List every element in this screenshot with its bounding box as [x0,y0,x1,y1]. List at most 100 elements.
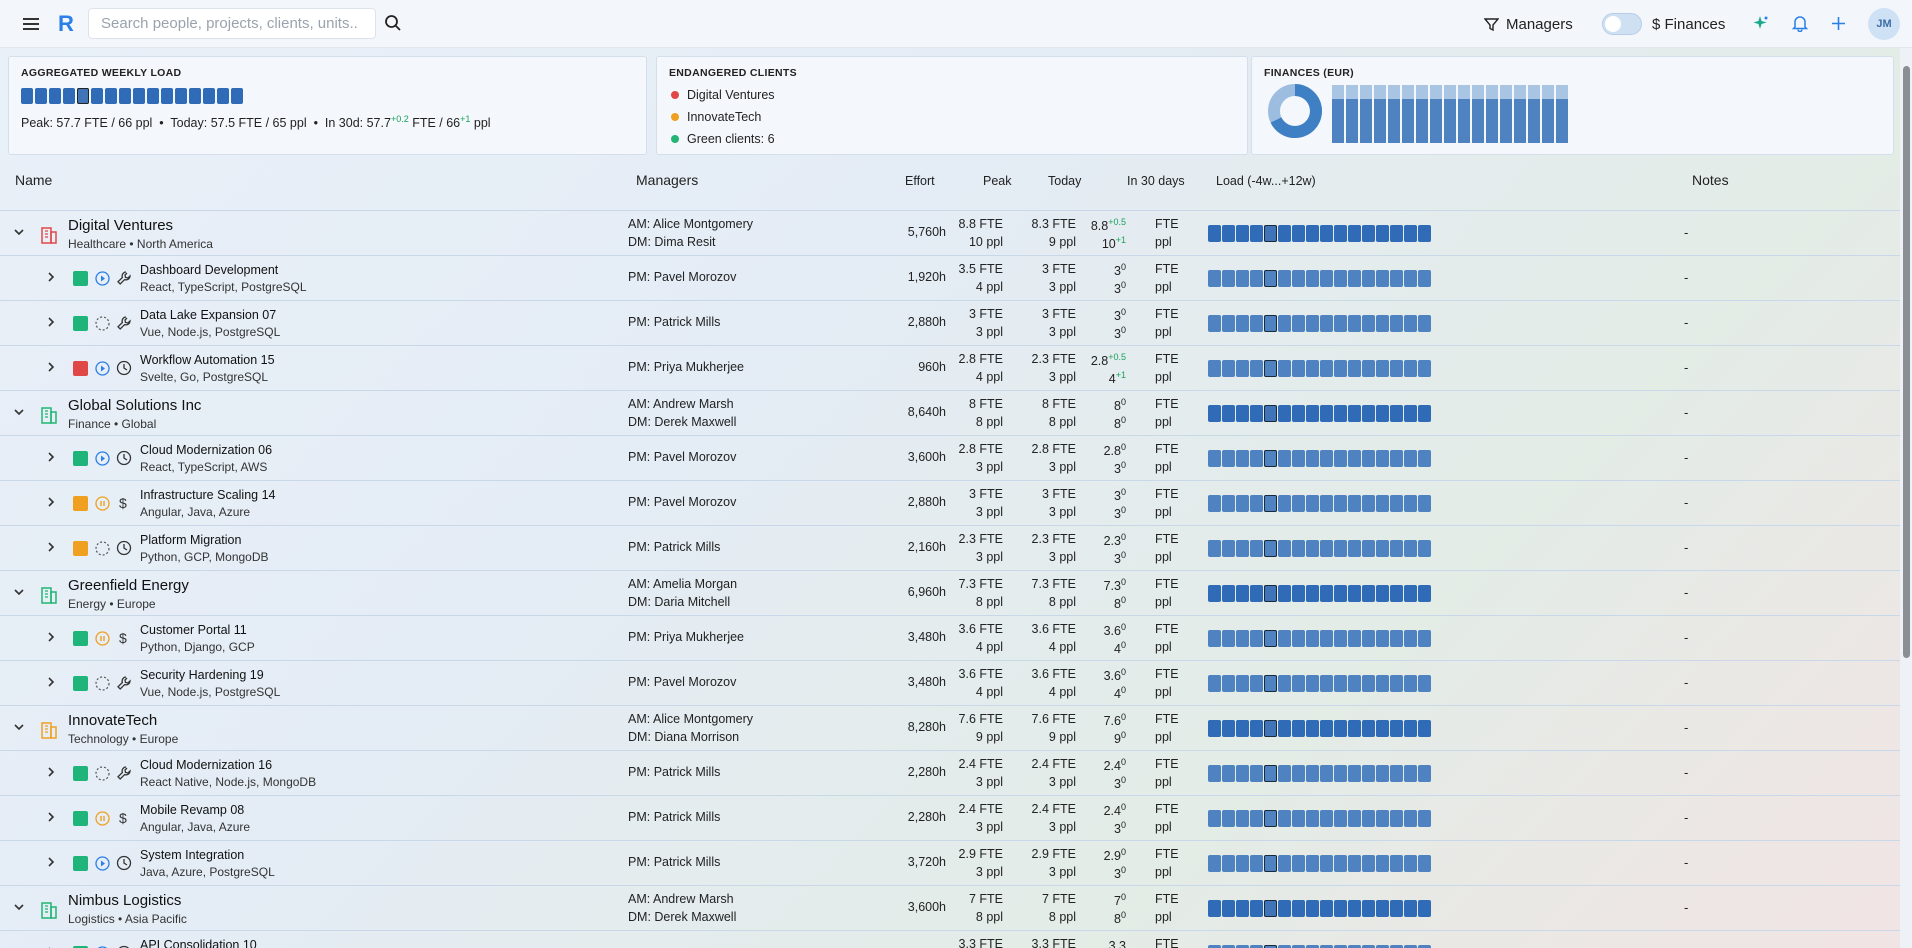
load-week-square[interactable] [1250,810,1263,827]
load-week-square[interactable] [1376,450,1389,467]
load-week-square[interactable] [1306,675,1319,692]
load-week-square[interactable] [1250,675,1263,692]
load-week-square[interactable] [1362,675,1375,692]
notes-cell[interactable]: - [1684,675,1689,690]
load-week-square[interactable] [1264,225,1277,242]
notes-cell[interactable]: - [1684,765,1689,780]
load-week-square[interactable] [1264,540,1277,557]
load-week-square[interactable] [1236,720,1249,737]
load-week-square[interactable] [1222,945,1235,948]
project-row[interactable]: Security Hardening 19 Vue, Node.js, Postg… [0,661,1900,706]
load-week-square[interactable] [1334,720,1347,737]
load-week-square[interactable] [1418,315,1431,332]
load-week-square[interactable] [1348,315,1361,332]
load-week-square[interactable] [1250,945,1263,948]
load-week-square[interactable] [1362,225,1375,242]
load-week-square[interactable] [1334,675,1347,692]
client-row[interactable]: Global Solutions Inc Finance • Global AM: … [0,391,1900,436]
load-week-square[interactable] [1404,405,1417,422]
load-week-square[interactable] [1292,585,1305,602]
load-week-square[interactable] [1362,855,1375,872]
load-week-square[interactable] [1418,630,1431,647]
load-week-square[interactable] [1320,810,1333,827]
app-logo[interactable]: R [58,11,74,36]
load-week-square[interactable] [1306,315,1319,332]
load-week-square[interactable] [1390,675,1403,692]
client-name[interactable]: Nimbus Logistics [68,892,182,909]
load-week-square[interactable] [1418,855,1431,872]
load-week-square[interactable] [1208,675,1221,692]
load-week-square[interactable] [1320,450,1333,467]
load-week-square[interactable] [1320,315,1333,332]
load-week-square[interactable] [1320,360,1333,377]
load-week-square[interactable] [1264,315,1277,332]
load-week-square[interactable] [1390,270,1403,287]
finances-toggle[interactable] [1602,13,1642,35]
load-week-square[interactable] [1250,405,1263,422]
load-week-square[interactable] [1292,810,1305,827]
load-week-square[interactable] [1278,675,1291,692]
load-week-square[interactable] [1362,450,1375,467]
load-week-square[interactable] [1418,945,1431,948]
load-week-square[interactable] [1222,315,1235,332]
load-week-square[interactable] [1376,945,1389,948]
load-week-square[interactable] [1208,450,1221,467]
load-week-square[interactable] [1362,405,1375,422]
load-week-square[interactable] [1292,540,1305,557]
load-week-square[interactable] [1222,270,1235,287]
load-week-square[interactable] [1292,360,1305,377]
load-week-square[interactable] [1250,450,1263,467]
load-week-square[interactable] [1264,720,1277,737]
endangered-client-item[interactable]: InnovateTech [671,110,761,124]
load-week-square[interactable] [1236,900,1249,917]
load-week-square[interactable] [1390,225,1403,242]
load-week-square[interactable] [1306,405,1319,422]
load-week-square[interactable] [1292,630,1305,647]
load-week-square[interactable] [1348,540,1361,557]
expand-chevron-icon[interactable] [44,270,58,284]
col-peak[interactable]: Peak [983,174,1012,188]
col-in30[interactable]: In 30 days [1127,174,1185,188]
project-name[interactable]: Dashboard Development [140,263,279,277]
load-week-square[interactable] [1278,765,1291,782]
load-week-square[interactable] [1208,405,1221,422]
load-week-square[interactable] [1390,540,1403,557]
load-week-square[interactable] [1236,360,1249,377]
load-week-square[interactable] [1222,675,1235,692]
load-week-square[interactable] [1222,225,1235,242]
load-week-square[interactable] [1362,630,1375,647]
load-week-square[interactable] [1236,765,1249,782]
load-week-square[interactable] [1236,585,1249,602]
load-week-square[interactable] [1236,405,1249,422]
load-week-square[interactable] [1376,855,1389,872]
load-week-square[interactable] [1348,765,1361,782]
load-week-square[interactable] [1250,270,1263,287]
notes-cell[interactable]: - [1684,900,1689,915]
load-week-square[interactable] [1250,720,1263,737]
load-week-square[interactable] [1390,360,1403,377]
load-week-square[interactable] [1250,315,1263,332]
load-week-square[interactable] [1348,360,1361,377]
load-week-square[interactable] [1278,855,1291,872]
load-week-square[interactable] [1334,540,1347,557]
load-week-square[interactable] [1278,585,1291,602]
load-week-square[interactable] [1320,630,1333,647]
load-week-square[interactable] [1236,540,1249,557]
project-name[interactable]: Security Hardening 19 [140,668,264,682]
load-week-square[interactable] [1404,225,1417,242]
load-week-square[interactable] [1334,855,1347,872]
notes-cell[interactable]: - [1684,450,1689,465]
client-name[interactable]: Global Solutions Inc [68,397,202,414]
notes-cell[interactable]: - [1684,270,1689,285]
load-week-square[interactable] [1320,405,1333,422]
load-week-square[interactable] [1404,810,1417,827]
load-week-square[interactable] [1222,540,1235,557]
load-week-square[interactable] [1404,765,1417,782]
load-week-square[interactable] [1208,495,1221,512]
collapse-chevron-icon[interactable] [12,225,26,239]
project-row[interactable]: Workflow Automation 15 Svelte, Go, Postgr… [0,346,1900,391]
load-week-square[interactable] [1418,765,1431,782]
load-week-square[interactable] [1208,900,1221,917]
load-week-square[interactable] [1390,765,1403,782]
load-week-square[interactable] [1376,495,1389,512]
